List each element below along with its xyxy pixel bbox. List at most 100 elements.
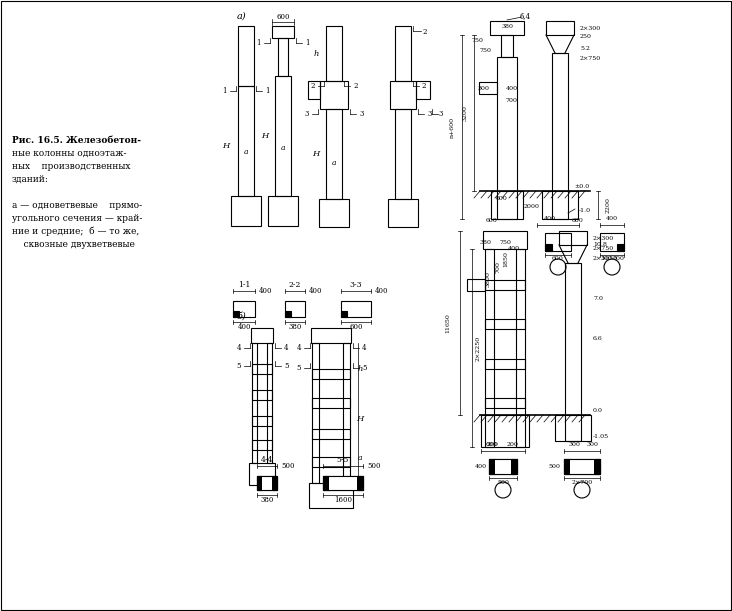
Bar [564, 459, 600, 474]
Text: -1.0: -1.0 [579, 208, 591, 213]
Text: 3: 3 [427, 110, 431, 118]
Bar [278, 38, 288, 76]
Text: n+600: n+600 [449, 117, 455, 137]
Text: 380: 380 [288, 323, 302, 331]
Text: 5: 5 [362, 364, 367, 372]
Text: 400: 400 [506, 86, 518, 90]
Text: a: a [281, 144, 285, 152]
Text: 1: 1 [223, 87, 227, 95]
Bar [546, 21, 574, 35]
Text: 500: 500 [281, 462, 294, 470]
Text: а — одноветвевые    прямо-: а — одноветвевые прямо- [12, 201, 142, 210]
Bar [311, 328, 351, 343]
Bar [252, 364, 272, 375]
Bar [481, 415, 529, 447]
Bar [485, 280, 525, 290]
Text: 400: 400 [544, 216, 556, 222]
Text: 200: 200 [507, 442, 519, 447]
Bar [252, 343, 257, 463]
Text: 3800: 3800 [485, 271, 490, 287]
Bar [511, 459, 517, 474]
Text: -1.05: -1.05 [593, 434, 609, 439]
Bar [485, 359, 525, 369]
Text: 11650: 11650 [446, 313, 450, 333]
Bar [479, 82, 497, 94]
Bar [485, 398, 525, 408]
Bar [489, 459, 495, 474]
Bar [275, 76, 291, 196]
Text: 2: 2 [353, 82, 357, 90]
Text: 700: 700 [496, 261, 501, 273]
Text: б,4: б,4 [520, 12, 531, 20]
Text: 2: 2 [310, 82, 315, 90]
Text: 500: 500 [497, 480, 509, 485]
Bar [559, 231, 587, 245]
Bar [357, 476, 363, 490]
Bar [312, 369, 350, 379]
Text: Рис. 16.5. Железобетон-: Рис. 16.5. Железобетон- [12, 136, 141, 145]
Text: 600: 600 [572, 219, 584, 224]
Text: 5: 5 [296, 364, 301, 372]
Text: 2000: 2000 [524, 203, 540, 208]
Text: 750: 750 [479, 48, 491, 53]
Text: 3: 3 [305, 110, 309, 118]
Bar [233, 311, 239, 317]
Text: 4: 4 [284, 344, 288, 352]
Bar [285, 311, 291, 317]
Bar [262, 476, 272, 490]
Text: 5-5: 5-5 [337, 456, 349, 464]
Text: 10.8: 10.8 [593, 241, 607, 246]
Bar [312, 429, 350, 439]
Bar [257, 476, 277, 490]
Bar [252, 416, 272, 426]
Text: 600: 600 [486, 442, 498, 447]
Text: 600: 600 [486, 219, 498, 224]
Text: 1: 1 [265, 87, 269, 95]
Text: 6.6: 6.6 [593, 337, 602, 342]
Text: h: h [357, 365, 362, 373]
Text: 0.0: 0.0 [593, 409, 603, 414]
Bar [309, 483, 353, 508]
Bar [233, 301, 255, 317]
Text: 600: 600 [276, 13, 290, 21]
Text: 4: 4 [296, 344, 301, 352]
Bar [320, 81, 348, 109]
Bar [489, 459, 517, 474]
Text: угольного сечения — край-: угольного сечения — край- [12, 214, 143, 223]
Text: h: h [313, 49, 318, 57]
Bar [594, 459, 600, 474]
Text: 3: 3 [359, 110, 363, 118]
Bar [542, 191, 578, 219]
Bar [285, 301, 305, 317]
Text: 3200: 3200 [463, 105, 468, 121]
Text: a: a [332, 159, 336, 167]
Bar [252, 440, 272, 450]
Bar [238, 26, 254, 86]
Bar [564, 459, 600, 474]
Text: 380: 380 [501, 23, 513, 29]
Text: 2: 2 [422, 82, 427, 90]
Bar [467, 279, 485, 291]
Text: 1600: 1600 [334, 496, 352, 504]
Text: 400: 400 [309, 287, 323, 295]
Text: 2×1050: 2×1050 [593, 257, 619, 262]
Bar [272, 26, 294, 38]
Text: 2×750: 2×750 [593, 246, 614, 252]
Bar [319, 199, 349, 227]
Bar [329, 476, 357, 490]
Bar [552, 53, 568, 219]
Bar [570, 459, 594, 474]
Text: 500: 500 [367, 462, 381, 470]
Text: ±0.0: ±0.0 [575, 185, 589, 189]
Text: 300: 300 [612, 255, 624, 260]
Bar [516, 249, 525, 447]
Text: 750: 750 [472, 38, 484, 43]
Text: 2×700: 2×700 [572, 480, 593, 485]
Bar [489, 459, 517, 474]
Text: 4: 4 [362, 344, 367, 352]
Text: 700: 700 [506, 98, 518, 103]
Bar [312, 457, 350, 467]
Bar [545, 244, 552, 251]
Bar [555, 415, 591, 441]
Bar [267, 343, 272, 463]
